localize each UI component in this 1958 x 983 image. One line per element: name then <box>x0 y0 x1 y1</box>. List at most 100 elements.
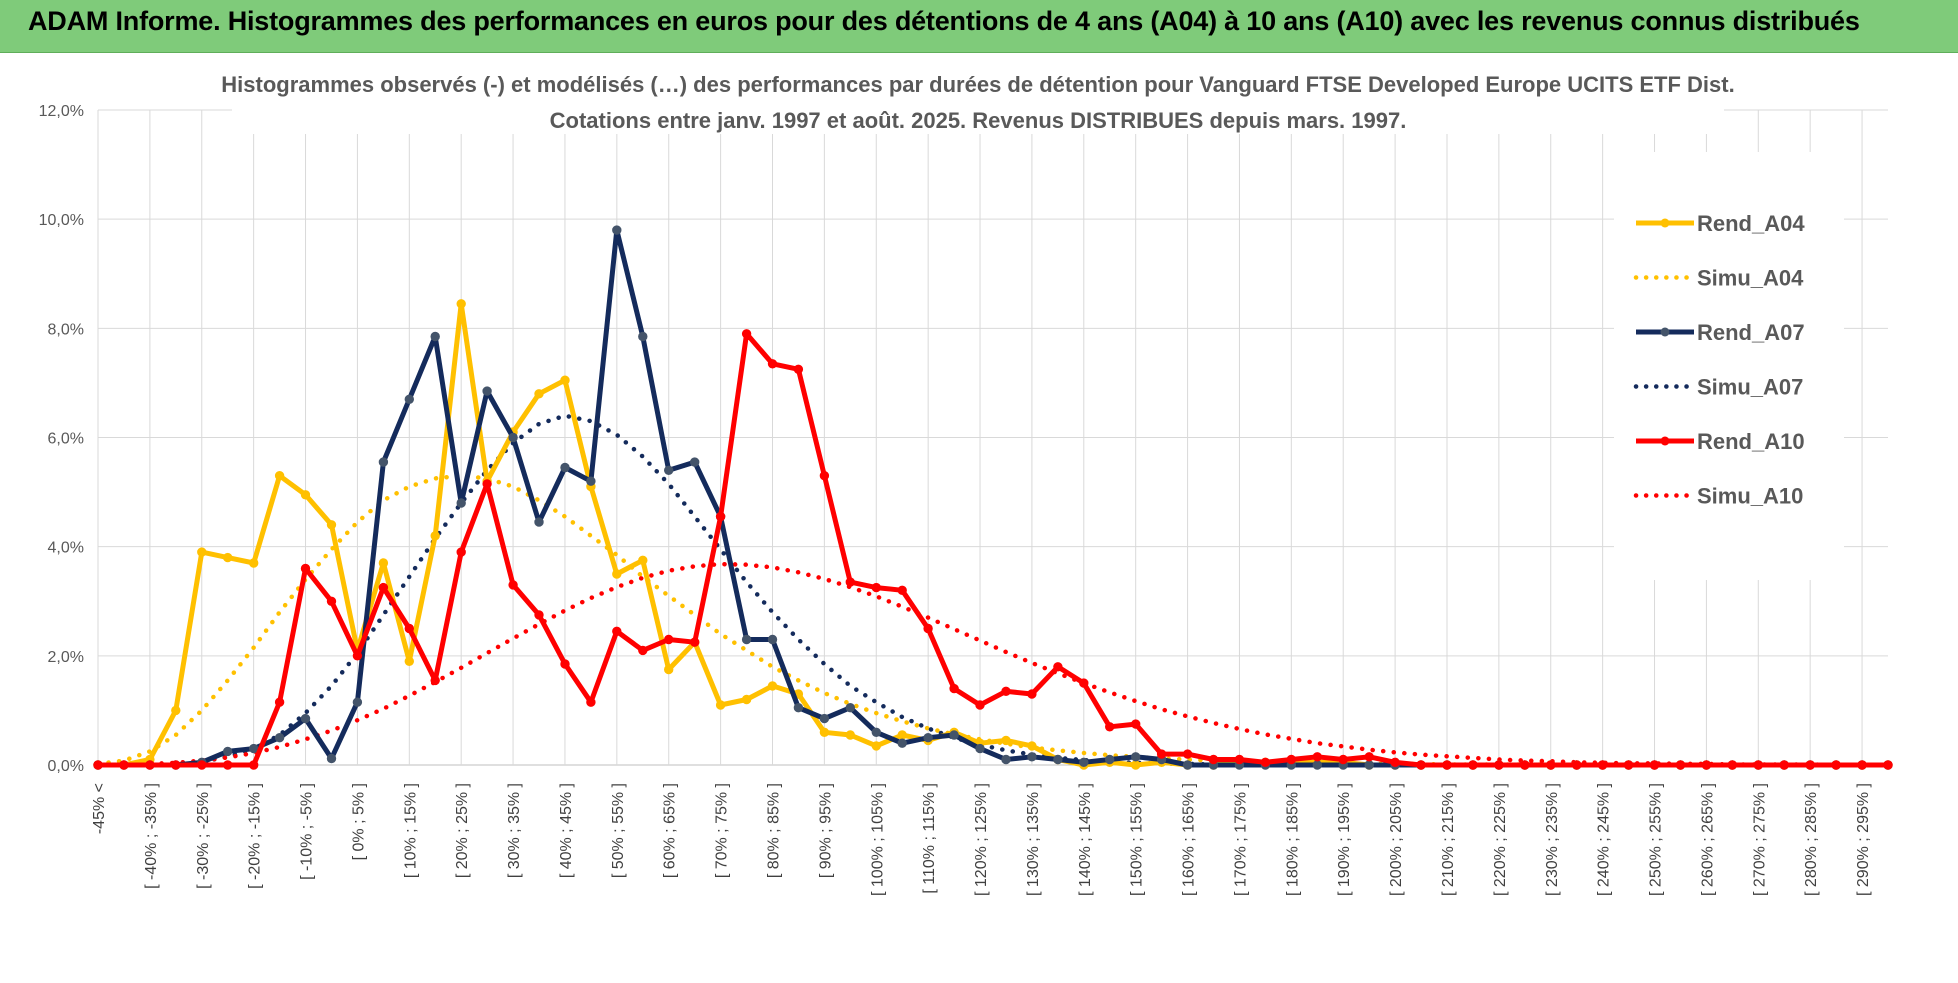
banner-title: ADAM Informe. Histogrammes des performan… <box>28 6 1860 36</box>
data-point <box>326 596 337 606</box>
x-tick-label: [ 10% ; 15% ] <box>402 783 419 878</box>
x-tick-label: [ 140% ; 145% ] <box>1077 783 1094 896</box>
data-point <box>793 703 804 713</box>
data-point <box>897 738 907 748</box>
data-point <box>586 476 596 486</box>
data-point <box>1027 741 1037 751</box>
data-point <box>1546 760 1556 770</box>
x-tick-label: [ 290% ; 295% ] <box>1855 783 1872 896</box>
data-point <box>664 634 674 645</box>
data-point <box>1468 760 1478 770</box>
legend-label: Simu_A10 <box>1697 484 1803 509</box>
data-point <box>456 299 466 309</box>
x-tick-label: [ 200% ; 205% ] <box>1388 783 1405 896</box>
y-tick-label: 2,0% <box>48 649 84 666</box>
data-point <box>1286 754 1297 765</box>
data-point <box>871 727 881 737</box>
x-tick-label: [ 170% ; 175% ] <box>1232 783 1249 896</box>
data-point <box>560 462 570 473</box>
y-tick-label: 0,0% <box>48 758 84 775</box>
data-point <box>1779 760 1789 770</box>
series-Rend_A10 <box>93 329 1893 770</box>
data-point <box>1390 757 1400 767</box>
x-tick-label: [ 260% ; 265% ] <box>1699 783 1716 896</box>
data-point <box>534 517 544 527</box>
data-point <box>975 700 985 710</box>
data-point <box>1520 760 1530 770</box>
data-point <box>378 457 389 467</box>
legend-marker <box>1660 436 1670 446</box>
data-point <box>352 651 363 661</box>
data-point <box>664 664 674 675</box>
y-tick-label: 4,0% <box>48 540 84 557</box>
data-point <box>767 634 778 645</box>
data-point <box>1597 760 1608 770</box>
data-point <box>197 760 207 770</box>
x-tick-label: [ 270% ; 275% ] <box>1751 783 1768 896</box>
data-point <box>171 705 181 716</box>
data-point <box>664 465 674 475</box>
data-point <box>300 713 311 724</box>
legend-marker <box>1660 218 1670 228</box>
data-point <box>300 490 311 500</box>
data-point <box>378 558 389 568</box>
data-point <box>1701 760 1712 770</box>
data-point <box>223 552 233 563</box>
data-point <box>300 563 311 574</box>
data-point <box>1001 754 1011 765</box>
x-axis-ticks: -45% < [ -40% ; -35% ] [ -30% ; -25% ] [ -2… <box>91 783 1872 896</box>
data-point <box>404 623 414 634</box>
data-point <box>586 697 596 707</box>
data-point <box>1675 760 1686 770</box>
data-point <box>871 741 881 751</box>
legend-marker <box>1660 327 1670 337</box>
legend-label: Simu_A04 <box>1697 266 1804 291</box>
legend-item-Simu_A10: Simu_A10 <box>1633 484 1803 509</box>
x-tick-label: [ 110% ; 115% ] <box>921 783 938 894</box>
series-Simu_A07 <box>95 413 1891 768</box>
x-tick-label: [ 60% ; 65% ] <box>662 783 679 878</box>
x-tick-label: [ -30% ; -25% ] <box>195 783 212 889</box>
data-point <box>897 585 907 595</box>
legend-item-Rend_A07: Rend_A07 <box>1636 320 1805 345</box>
x-tick-label: [ 190% ; 195% ] <box>1336 783 1353 896</box>
x-tick-label: [ 250% ; 255% ] <box>1648 783 1665 896</box>
data-point <box>845 577 855 587</box>
data-point <box>456 547 466 557</box>
x-tick-label: [ 30% ; 35% ] <box>506 783 523 878</box>
series-Simu_A04 <box>95 473 1891 768</box>
data-point <box>1105 722 1115 732</box>
x-tick-label: [ 50% ; 55% ] <box>610 783 627 878</box>
y-tick-label: 6,0% <box>48 431 84 448</box>
data-point <box>560 375 570 385</box>
data-point <box>249 558 259 568</box>
data-point <box>975 743 985 754</box>
data-point <box>638 645 648 656</box>
x-tick-label: [ -40% ; -35% ] <box>143 783 160 889</box>
x-tick-label: [ 130% ; 135% ] <box>1025 783 1042 896</box>
data-point <box>1053 662 1063 672</box>
data-point <box>612 569 622 579</box>
data-point <box>1053 754 1063 765</box>
data-point <box>352 697 363 707</box>
x-tick-label: [ -20% ; -15% ] <box>247 783 264 889</box>
data-point <box>612 225 622 235</box>
x-tick-label: [ 280% ; 285% ] <box>1803 783 1820 896</box>
data-point <box>1182 749 1193 759</box>
legend-item-Rend_A04: Rend_A04 <box>1636 211 1805 236</box>
data-point <box>1364 760 1374 770</box>
data-point <box>145 760 155 770</box>
data-point <box>638 555 648 565</box>
data-point <box>1027 752 1037 762</box>
legend-item-Rend_A10: Rend_A10 <box>1636 429 1805 454</box>
data-point <box>819 471 830 481</box>
legend: Rend_A04 Simu_A04 Rend_A07 Simu_A07 Rend_A10… <box>1633 211 1805 509</box>
data-point <box>871 582 881 593</box>
data-point <box>845 730 855 740</box>
data-point <box>1753 760 1764 770</box>
data-point <box>1105 754 1115 765</box>
data-point <box>508 580 518 590</box>
data-point <box>430 531 440 541</box>
data-point <box>274 697 285 707</box>
data-point <box>404 394 414 404</box>
